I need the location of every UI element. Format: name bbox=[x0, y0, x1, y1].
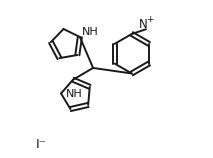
Text: N: N bbox=[139, 18, 148, 31]
Text: NH: NH bbox=[66, 89, 83, 99]
Text: +: + bbox=[146, 15, 154, 24]
Text: I⁻: I⁻ bbox=[36, 138, 46, 151]
Text: NH: NH bbox=[82, 27, 99, 37]
